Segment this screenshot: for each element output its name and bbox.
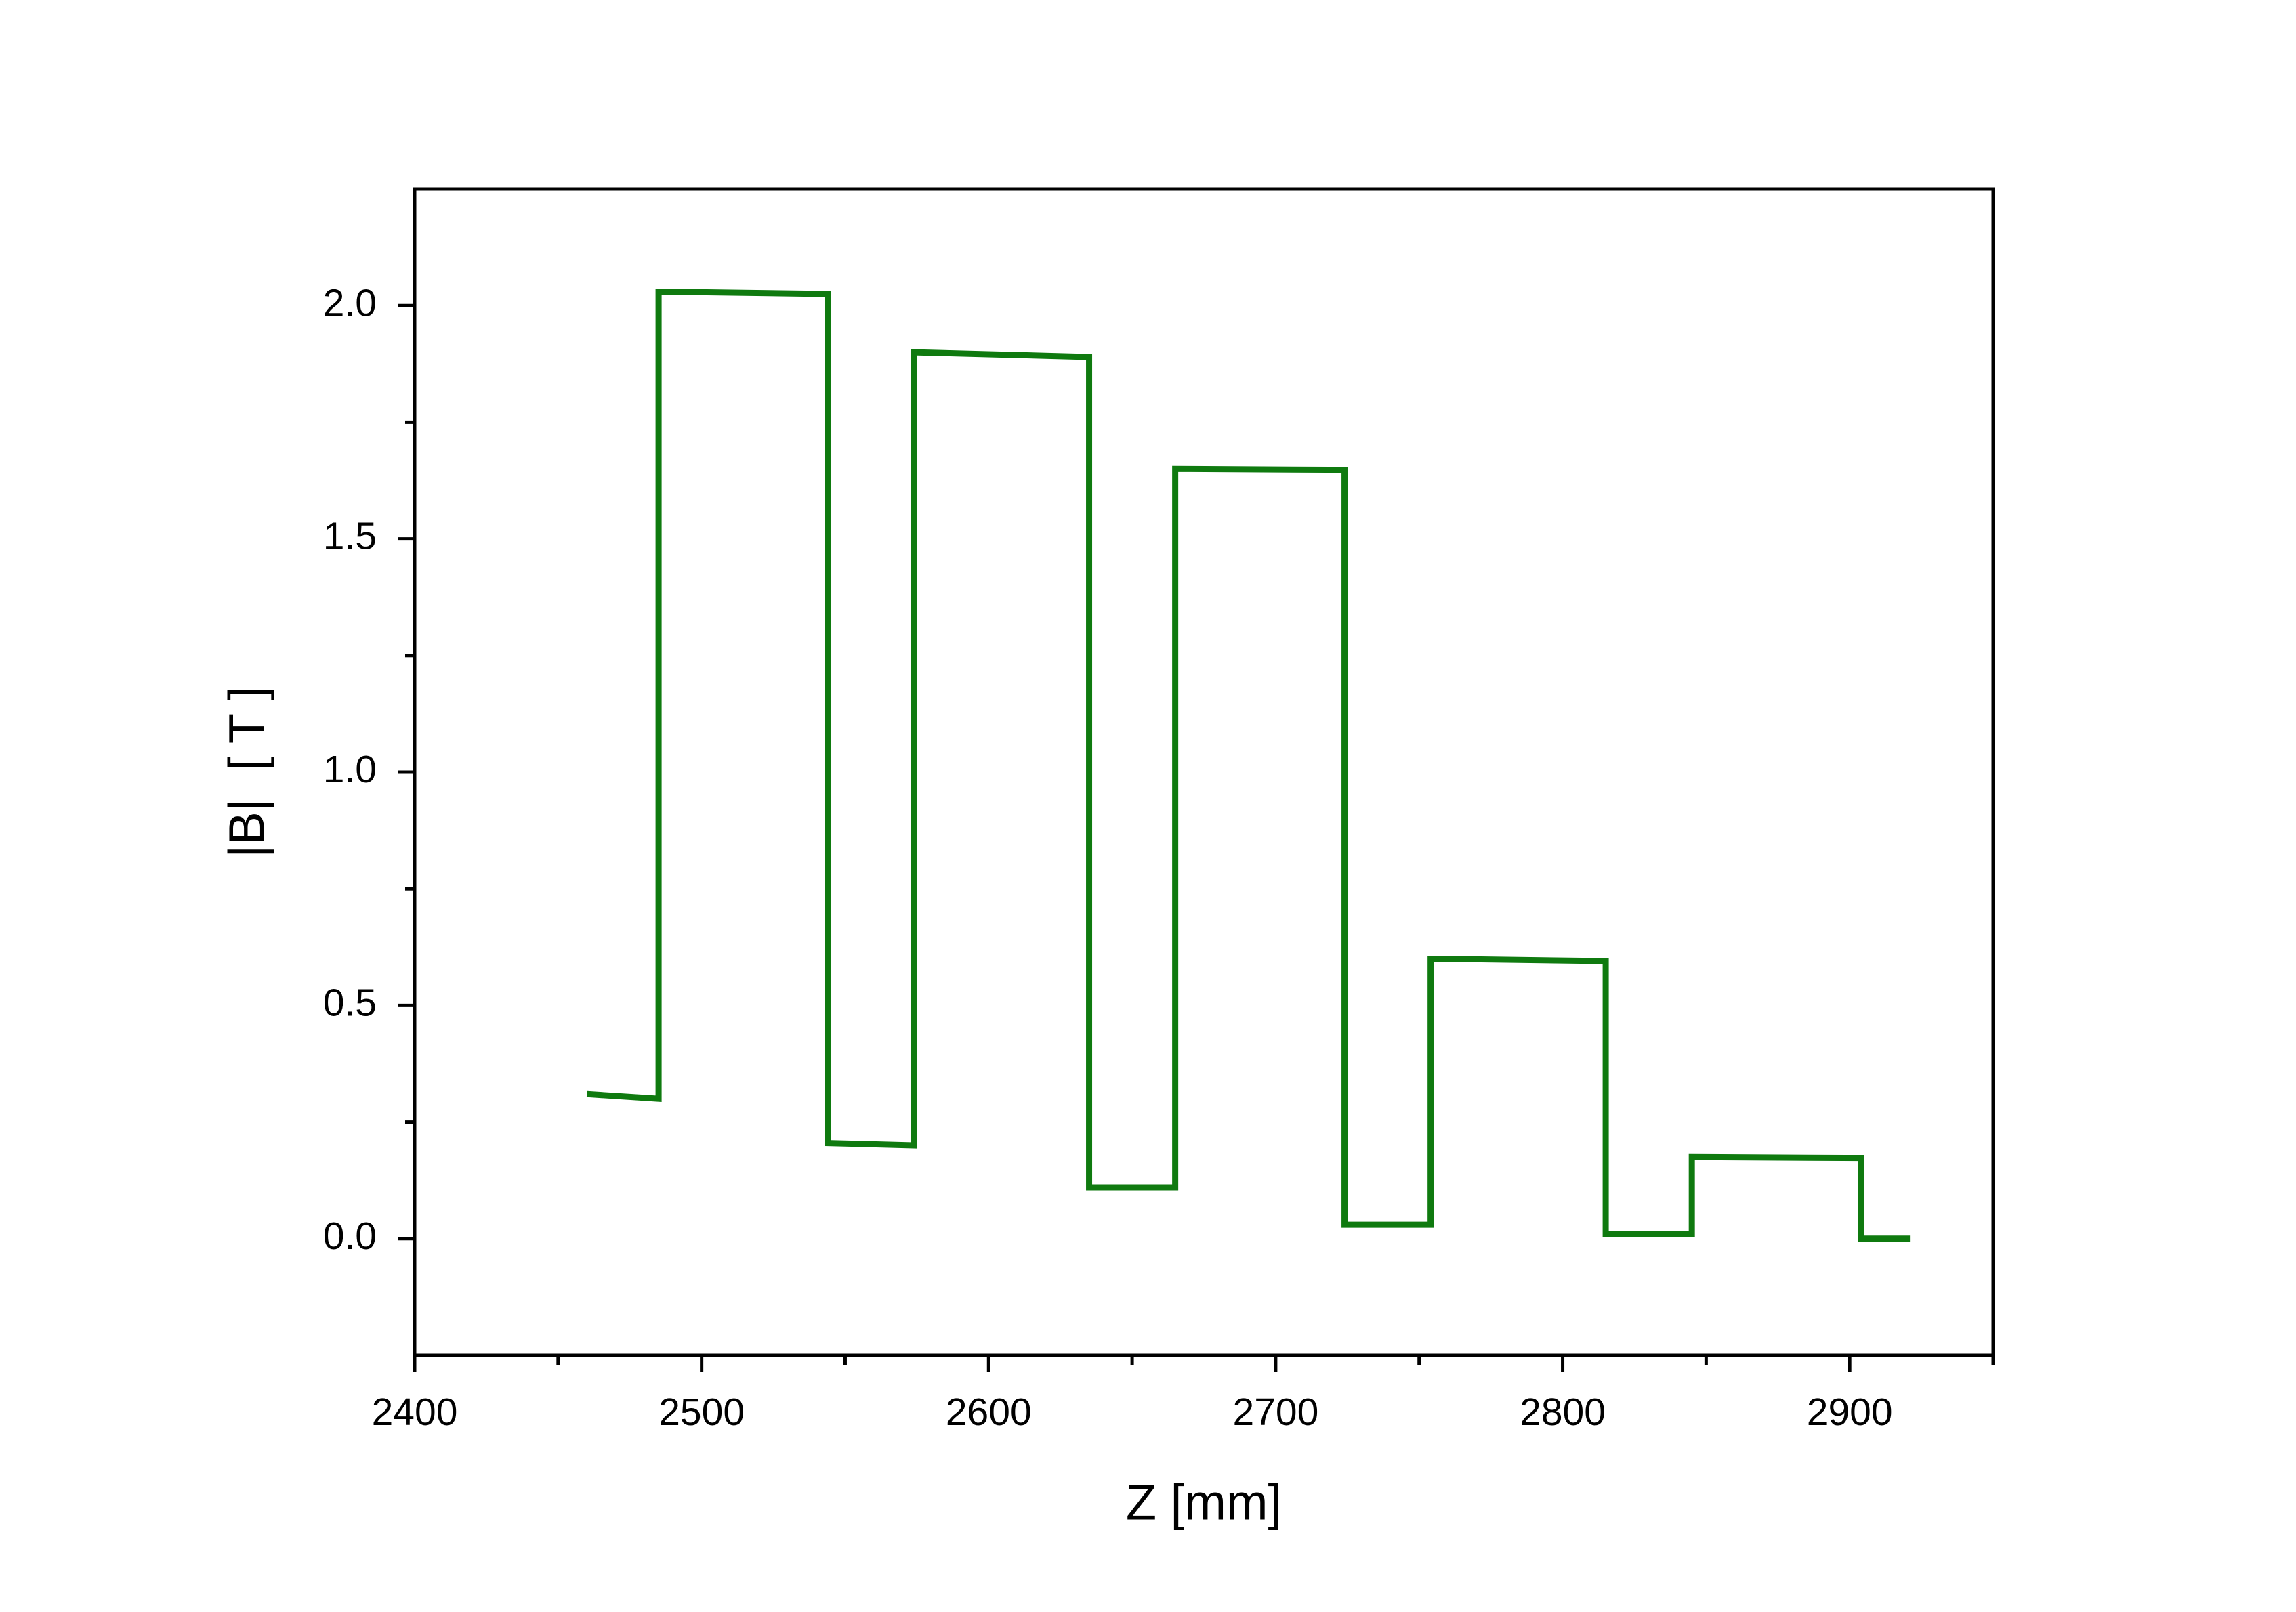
x-tick-label: 2400	[372, 1391, 458, 1434]
x-tick-label: 2700	[1233, 1391, 1319, 1434]
y-tick-label: 1.0	[323, 748, 377, 791]
plot-frame	[413, 187, 1995, 1357]
y-tick-label: 0.0	[323, 1214, 377, 1258]
data-line	[586, 288, 1911, 1242]
y-axis-title: |B| [ T ]	[219, 686, 275, 858]
y-tick-label: 2.0	[323, 281, 377, 324]
x-axis-title: Z [mm]	[1126, 1475, 1282, 1531]
x-tick-label: 2800	[1520, 1391, 1606, 1434]
y-tick-label: 0.5	[323, 981, 377, 1024]
x-tick-label: 2600	[946, 1391, 1032, 1434]
y-tick-label: 1.5	[323, 515, 377, 558]
x-tick-label: 2900	[1807, 1391, 1893, 1434]
x-tick-label: 2500	[659, 1391, 745, 1434]
